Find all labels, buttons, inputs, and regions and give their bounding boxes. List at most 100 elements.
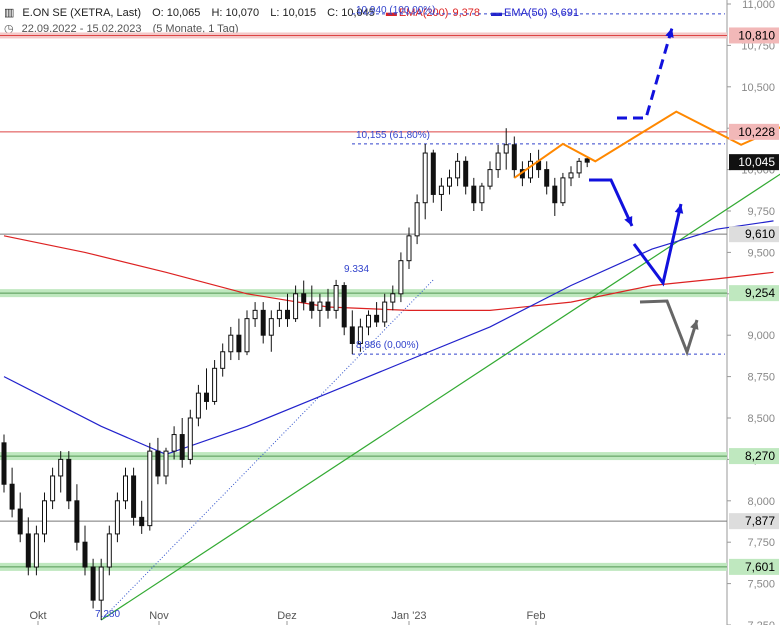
dashed-up-arrow-head xyxy=(665,28,674,38)
fib-0-label: 8,886 (0,00%) xyxy=(356,340,419,351)
y-tick-label: 8,500 xyxy=(747,413,775,425)
rebound-arrow-head xyxy=(674,204,684,214)
price-tag-label: 8,270 xyxy=(745,449,775,463)
candle-body xyxy=(390,293,396,303)
candle-body xyxy=(268,318,274,336)
price-tag-box xyxy=(729,558,779,575)
candle-body xyxy=(568,172,574,179)
ema200-line xyxy=(3,235,774,311)
candle-body xyxy=(317,301,323,311)
y-tick-label: 9,500 xyxy=(747,247,775,259)
candle-body xyxy=(503,144,509,154)
x-axis-label: Jan '23 xyxy=(391,610,426,622)
y-tick-label: 8,000 xyxy=(747,496,775,508)
candle-body xyxy=(333,285,339,311)
y-tick-label: 9,750 xyxy=(747,206,775,218)
candle-body xyxy=(1,442,7,485)
fib-retracement-line xyxy=(100,279,434,621)
ema200-value: 9,378 xyxy=(452,7,480,19)
candle-body xyxy=(139,516,145,527)
high-9334-label: 9.334 xyxy=(344,264,369,275)
candle-body xyxy=(552,185,558,204)
candle-body xyxy=(438,185,444,195)
down-arrow xyxy=(589,178,634,227)
candle-body xyxy=(463,160,469,187)
candle-body xyxy=(584,158,590,163)
candle-body xyxy=(33,533,39,568)
candle-body xyxy=(17,508,23,535)
candle-body xyxy=(430,152,436,195)
candle-body xyxy=(544,169,550,187)
price-tag-box xyxy=(729,226,779,243)
candle-body xyxy=(528,160,533,179)
instrument-name: E.ON SE (XETRA, Last) xyxy=(22,7,141,19)
header-line-2: ◷ 22.09.2022 - 15.02.2023 (5 Monate, 1 Ta… xyxy=(4,22,247,35)
candle-body xyxy=(398,260,404,295)
candle-body xyxy=(25,533,31,568)
price-tag-box xyxy=(729,123,779,140)
dashed-up-arrow xyxy=(617,27,674,120)
ema50-line xyxy=(3,220,774,456)
price-tag-label: 10,045 xyxy=(738,155,775,169)
candle-body xyxy=(147,450,153,527)
candle-body xyxy=(114,500,120,535)
x-axis-label: Nov xyxy=(149,610,169,622)
price-tag-box xyxy=(729,513,779,530)
price-tag-box xyxy=(729,154,779,171)
candle-body xyxy=(50,475,56,502)
candle-body xyxy=(349,326,355,344)
candle-body xyxy=(236,334,242,353)
y-tick-label: 11,000 xyxy=(742,0,775,11)
candle-body xyxy=(511,144,517,171)
close-value: C: 10,045 xyxy=(327,7,375,19)
y-tick-label: 10,500 xyxy=(741,82,775,94)
y-tick-label: 7,250 xyxy=(747,620,775,625)
y-tick-label: 7,500 xyxy=(747,579,775,591)
candle-body xyxy=(382,301,388,323)
candle-body xyxy=(422,152,428,204)
candle-body xyxy=(123,475,128,502)
candle-body xyxy=(576,160,582,174)
low-value: L: 10,015 xyxy=(270,7,317,19)
candle-body xyxy=(260,309,266,336)
candle-body xyxy=(309,301,315,311)
candle-body xyxy=(9,483,15,510)
candle-body xyxy=(155,450,161,477)
x-axis-label: Dez xyxy=(277,610,297,622)
ema50-value: 9,691 xyxy=(551,7,579,19)
candle-body xyxy=(74,500,80,543)
gray-arrow xyxy=(639,299,699,357)
clock-icon: ◷ xyxy=(4,23,14,35)
candle-body xyxy=(325,301,331,311)
candle-body xyxy=(204,392,209,402)
chart-icon: ▥ xyxy=(4,7,15,19)
high-value: H: 10,070 xyxy=(211,7,260,19)
candle-body xyxy=(106,533,112,568)
price-tag-label: 7,877 xyxy=(745,514,775,528)
candle-body xyxy=(171,434,177,452)
candle-body xyxy=(301,293,307,303)
y-tick-label: 8,750 xyxy=(747,372,775,384)
y-tick-label: 7,750 xyxy=(747,537,775,549)
candle-body xyxy=(252,309,258,320)
candle-body xyxy=(276,309,282,320)
candle-body xyxy=(374,314,380,323)
x-axis-label: Feb xyxy=(527,610,546,622)
orange-pattern-line xyxy=(513,110,780,179)
price-tag-box xyxy=(729,27,779,44)
price-tag-label: 10,228 xyxy=(738,125,775,139)
fib-618-label: 10,155 (61,80%) xyxy=(356,130,430,141)
fib-100-label: 10,940 (100,00%) xyxy=(356,5,436,16)
candle-body xyxy=(212,367,218,402)
candle-body xyxy=(357,326,363,344)
ema200-label: EMA(200) xyxy=(398,7,449,19)
candle-body xyxy=(66,458,72,502)
price-tag-box xyxy=(729,448,779,465)
price-tag-label: 9,254 xyxy=(745,286,775,300)
ema200-swatch: ▬ xyxy=(385,7,397,19)
price-tag-label: 7,601 xyxy=(745,560,775,574)
trendline xyxy=(100,173,780,621)
rebound-arrow xyxy=(632,203,683,287)
candle-body xyxy=(285,309,290,320)
